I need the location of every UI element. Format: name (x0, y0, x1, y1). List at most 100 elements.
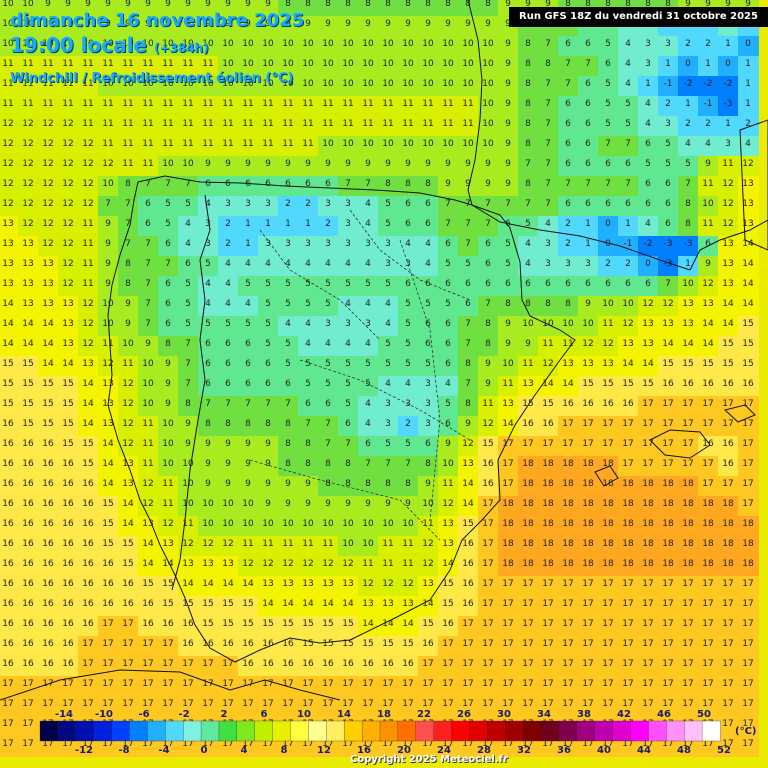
field-cell (98, 696, 119, 717)
grid-value: 3 (285, 239, 291, 249)
field-cell (58, 576, 79, 597)
field-cell (718, 476, 739, 497)
field-cell (78, 76, 99, 97)
field-cell (138, 56, 159, 77)
grid-value: 10 (462, 139, 474, 149)
grid-value: 18 (602, 459, 614, 469)
field-cell (698, 456, 719, 477)
grid-value: 9 (505, 159, 511, 169)
grid-value: 5 (665, 159, 671, 169)
field-cell (418, 116, 439, 137)
grid-value: 12 (82, 179, 93, 189)
grid-value: 16 (602, 399, 614, 409)
grid-value: 11 (202, 139, 213, 149)
grid-value: 12 (22, 219, 33, 229)
grid-value: 17 (482, 539, 493, 549)
grid-value: 17 (22, 739, 33, 749)
field-cell (178, 36, 199, 57)
field-cell (178, 0, 199, 17)
field-cell (658, 456, 679, 477)
field-cell (398, 496, 419, 517)
grid-value: 17 (462, 659, 473, 669)
grid-value: 17 (622, 659, 633, 669)
legend-swatch (612, 720, 632, 742)
field-cell (298, 596, 319, 617)
field-cell (538, 496, 559, 517)
field-cell (218, 96, 239, 117)
grid-value: 17 (482, 579, 493, 589)
geography-lines (0, 0, 768, 701)
field-cell (38, 676, 59, 697)
grid-value: 10 (362, 59, 374, 69)
field-cell (338, 36, 359, 57)
field-cell (358, 216, 379, 237)
field-cell (58, 656, 79, 677)
field-cell (478, 556, 499, 577)
grid-value: 12 (702, 279, 713, 289)
field-cell (718, 636, 739, 657)
field-cell (198, 516, 219, 537)
grid-value: 17 (122, 739, 133, 749)
field-cell (178, 636, 199, 657)
grid-value: 17 (742, 679, 753, 689)
field-cell (458, 136, 479, 157)
field-cell (638, 636, 659, 657)
grid-value: 11 (2, 99, 13, 109)
grid-value: 6 (205, 379, 211, 389)
grid-value: 9 (465, 179, 471, 189)
field-cell (238, 56, 259, 77)
grid-value: 9 (105, 219, 111, 229)
grid-value: 13 (122, 479, 133, 489)
grid-value: 16 (42, 659, 54, 669)
grid-value: 10 (202, 499, 214, 509)
grid-value: 10 (382, 139, 394, 149)
field-cell (698, 676, 719, 697)
grid-value: 10 (462, 79, 474, 89)
field-cell (498, 576, 519, 597)
grid-value: 10 (402, 519, 414, 529)
grid-value: 17 (502, 579, 513, 589)
grid-value: 17 (722, 599, 733, 609)
grid-value: 12 (122, 379, 133, 389)
legend-tick-bottom: 16 (357, 745, 371, 756)
legend-swatch (272, 720, 292, 742)
field-cell (338, 0, 359, 17)
grid-value: 16 (82, 479, 94, 489)
grid-value: 17 (682, 739, 693, 749)
grid-value: 11 (22, 99, 33, 109)
field-cell (78, 56, 99, 77)
grid-value: 9 (125, 319, 131, 329)
grid-value: 12 (22, 119, 33, 129)
field-cell (518, 356, 539, 377)
field-cell (438, 136, 459, 157)
field-cell (38, 256, 59, 277)
field-cell (258, 316, 279, 337)
grid-value: 17 (102, 699, 113, 709)
field-cell (18, 376, 39, 397)
field-cell (398, 56, 419, 77)
field-cell (538, 596, 559, 617)
grid-value: 11 (222, 99, 233, 109)
grid-value: 4 (185, 239, 191, 249)
grid-value: 7 (385, 459, 391, 469)
grid-value: 3 (385, 419, 391, 429)
grid-value: 18 (682, 499, 694, 509)
grid-value: 18 (562, 539, 574, 549)
grid-value: 8 (365, 0, 371, 9)
field-cell (578, 96, 599, 117)
field-cell (438, 176, 459, 197)
field-cell (218, 536, 239, 557)
grid-value: 14 (182, 579, 194, 589)
grid-value: 11 (362, 99, 373, 109)
grid-value: 17 (682, 659, 693, 669)
field-cell (258, 256, 279, 277)
grid-value: 9 (385, 499, 391, 509)
field-cell (558, 36, 579, 57)
grid-value: 9 (285, 499, 291, 509)
field-cell (618, 536, 639, 557)
legend-tick-bottom: 28 (477, 745, 491, 756)
grid-value: 7 (545, 39, 551, 49)
field-cell (178, 156, 199, 177)
forecast-time: 19:00 locale (+384h) (10, 33, 209, 57)
field-cell (58, 116, 79, 137)
